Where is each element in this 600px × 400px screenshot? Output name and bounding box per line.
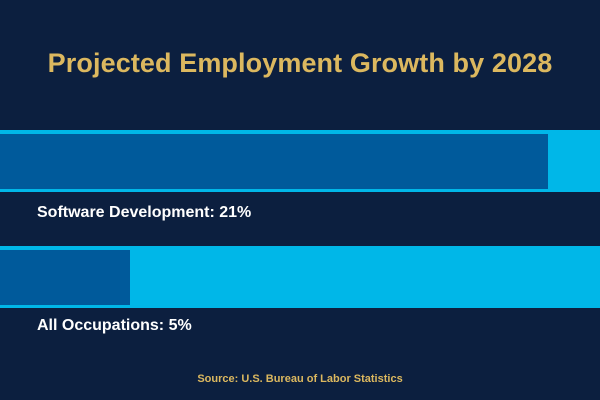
bar-software-development — [0, 134, 548, 189]
bar-label-software-development: Software Development: 21% — [37, 204, 252, 221]
chart-title: Projected Employment Growth by 2028 — [47, 48, 553, 78]
bar-all-occupations — [0, 250, 130, 305]
bar-track-all-occupations — [0, 246, 600, 308]
bar-label-all-occupations: All Occupations: 5% — [37, 317, 192, 334]
source-note: Source: U.S. Bureau of Labor Statistics — [197, 373, 403, 385]
bar-track-software-development — [0, 130, 600, 192]
